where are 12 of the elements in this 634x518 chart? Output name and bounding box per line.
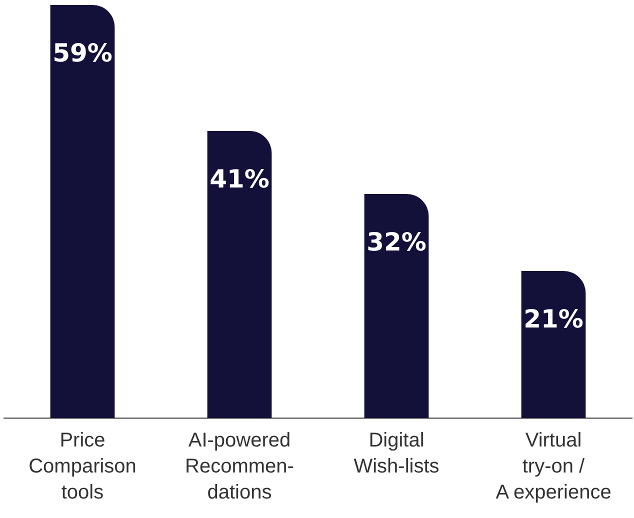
data-label: 21% [524, 304, 584, 334]
data-label: 41% [210, 164, 270, 194]
data-label: 32% [366, 228, 426, 256]
x-tick-label: Digital Wish-lists [354, 430, 440, 478]
bar [50, 5, 115, 418]
x-tick-label: AI-powered Recommen- dations [185, 430, 294, 504]
x-tick-label: Price Comparison tools [28, 430, 136, 504]
bar [521, 271, 586, 418]
x-tick-label: Virtual try-on / A experience [496, 430, 612, 504]
bar [364, 194, 429, 418]
bar [207, 131, 272, 418]
data-label: 59% [52, 38, 112, 68]
